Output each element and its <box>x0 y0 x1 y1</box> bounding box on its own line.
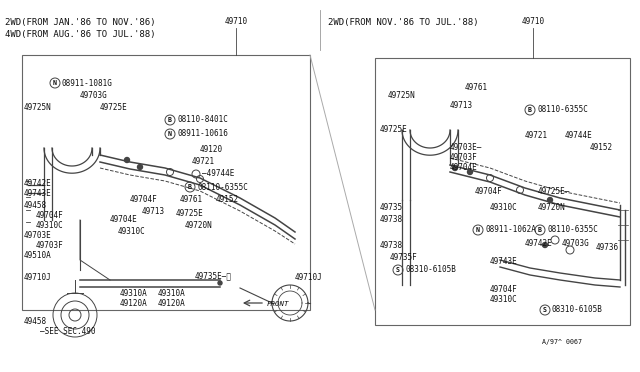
Text: 49713: 49713 <box>142 208 165 217</box>
Text: —49744E: —49744E <box>202 170 234 179</box>
Text: 49725E: 49725E <box>176 208 204 218</box>
Text: 49720N: 49720N <box>538 203 566 212</box>
Circle shape <box>547 198 552 202</box>
Circle shape <box>452 166 458 170</box>
Text: 49725N: 49725N <box>24 103 52 112</box>
Text: 49721: 49721 <box>192 157 215 166</box>
Bar <box>22 55 310 310</box>
Text: N: N <box>168 131 172 137</box>
Text: A/97^ 0067: A/97^ 0067 <box>542 339 582 345</box>
Text: 49738: 49738 <box>380 241 403 250</box>
Text: 49310A: 49310A <box>120 289 148 298</box>
Text: 08911-1081G: 08911-1081G <box>62 78 113 87</box>
Text: 49710: 49710 <box>522 17 545 26</box>
Text: 2WD(FROM NOV.'86 TO JUL.'88): 2WD(FROM NOV.'86 TO JUL.'88) <box>328 17 479 26</box>
Text: 49703E—: 49703E— <box>450 144 483 153</box>
Text: 49703G: 49703G <box>80 90 108 99</box>
Text: 49742E: 49742E <box>24 179 52 187</box>
Text: 49742E: 49742E <box>525 240 553 248</box>
Text: 49761: 49761 <box>180 196 203 205</box>
Text: 2WD(FROM JAN.'86 TO NOV.'86): 2WD(FROM JAN.'86 TO NOV.'86) <box>5 17 156 26</box>
Text: 49703F: 49703F <box>36 241 64 250</box>
Text: 49152: 49152 <box>216 195 239 203</box>
Text: 49120A: 49120A <box>120 299 148 308</box>
Text: 49743E: 49743E <box>24 189 52 199</box>
Text: 49721: 49721 <box>525 131 548 140</box>
Text: 08110-6355C: 08110-6355C <box>547 225 598 234</box>
Text: 49713: 49713 <box>450 100 473 109</box>
Text: 49703F: 49703F <box>450 154 477 163</box>
Text: 08911-10616: 08911-10616 <box>177 129 228 138</box>
Text: S: S <box>543 307 547 313</box>
Text: 49725E—: 49725E— <box>538 187 570 196</box>
Text: 49310C: 49310C <box>490 203 518 212</box>
Text: 49725E: 49725E <box>100 103 128 112</box>
Text: 49120A: 49120A <box>158 299 186 308</box>
Text: B: B <box>188 184 192 190</box>
Text: 49720N: 49720N <box>185 221 212 230</box>
Text: 49735E—✀: 49735E—✀ <box>195 272 232 280</box>
Circle shape <box>467 170 472 174</box>
Circle shape <box>138 164 143 170</box>
Text: 49738: 49738 <box>380 215 403 224</box>
Text: FRONT: FRONT <box>267 301 289 307</box>
Text: 49310C: 49310C <box>118 228 146 237</box>
Circle shape <box>218 281 222 285</box>
Text: 08911-1062A: 08911-1062A <box>485 225 536 234</box>
Text: 08110-6355C: 08110-6355C <box>197 183 248 192</box>
Text: 08310-6105B: 08310-6105B <box>405 266 456 275</box>
Text: B: B <box>168 117 172 123</box>
Text: 49736: 49736 <box>596 244 619 253</box>
Circle shape <box>543 243 547 247</box>
Text: 49735F: 49735F <box>390 253 418 262</box>
Text: 49458: 49458 <box>24 317 47 327</box>
Text: 49704F: 49704F <box>490 285 518 295</box>
Text: —SEE SEC.490: —SEE SEC.490 <box>40 327 95 337</box>
Text: 49710: 49710 <box>225 17 248 26</box>
Text: 49152: 49152 <box>590 144 613 153</box>
Text: 49761: 49761 <box>465 83 488 93</box>
Text: B: B <box>528 107 532 113</box>
Text: 49704E: 49704E <box>110 215 138 224</box>
Text: 08110-6355C: 08110-6355C <box>537 106 588 115</box>
Text: S: S <box>396 267 400 273</box>
Text: 4WD(FROM AUG.'86 TO JUL.'88): 4WD(FROM AUG.'86 TO JUL.'88) <box>5 29 156 38</box>
Text: 49735: 49735 <box>380 203 403 212</box>
Text: 49704E: 49704E <box>450 164 477 173</box>
Text: 49704F: 49704F <box>475 187 503 196</box>
Text: 49510A: 49510A <box>24 250 52 260</box>
Text: 08110-8401C: 08110-8401C <box>177 115 228 125</box>
Text: N: N <box>476 227 480 233</box>
Text: 49710J: 49710J <box>295 273 323 282</box>
Text: 49120: 49120 <box>200 145 223 154</box>
Text: 08310-6105B: 08310-6105B <box>552 305 603 314</box>
Text: 49725N: 49725N <box>388 90 416 99</box>
Text: 49710J: 49710J <box>24 273 52 282</box>
Circle shape <box>125 157 129 163</box>
Text: 49703G: 49703G <box>562 240 589 248</box>
Text: 49310C: 49310C <box>36 221 64 230</box>
Text: 49310C: 49310C <box>490 295 518 305</box>
Text: 49704F: 49704F <box>130 196 157 205</box>
Bar <box>375 58 630 325</box>
Text: 49704F: 49704F <box>36 211 64 219</box>
Text: 49725E: 49725E <box>380 125 408 135</box>
Text: 49743E: 49743E <box>490 257 518 266</box>
Text: 49744E: 49744E <box>565 131 593 140</box>
Text: 49310A: 49310A <box>158 289 186 298</box>
Text: B: B <box>538 227 542 233</box>
Text: 49703E: 49703E <box>24 231 52 240</box>
Text: 49458: 49458 <box>24 201 47 209</box>
Text: N: N <box>53 80 57 86</box>
